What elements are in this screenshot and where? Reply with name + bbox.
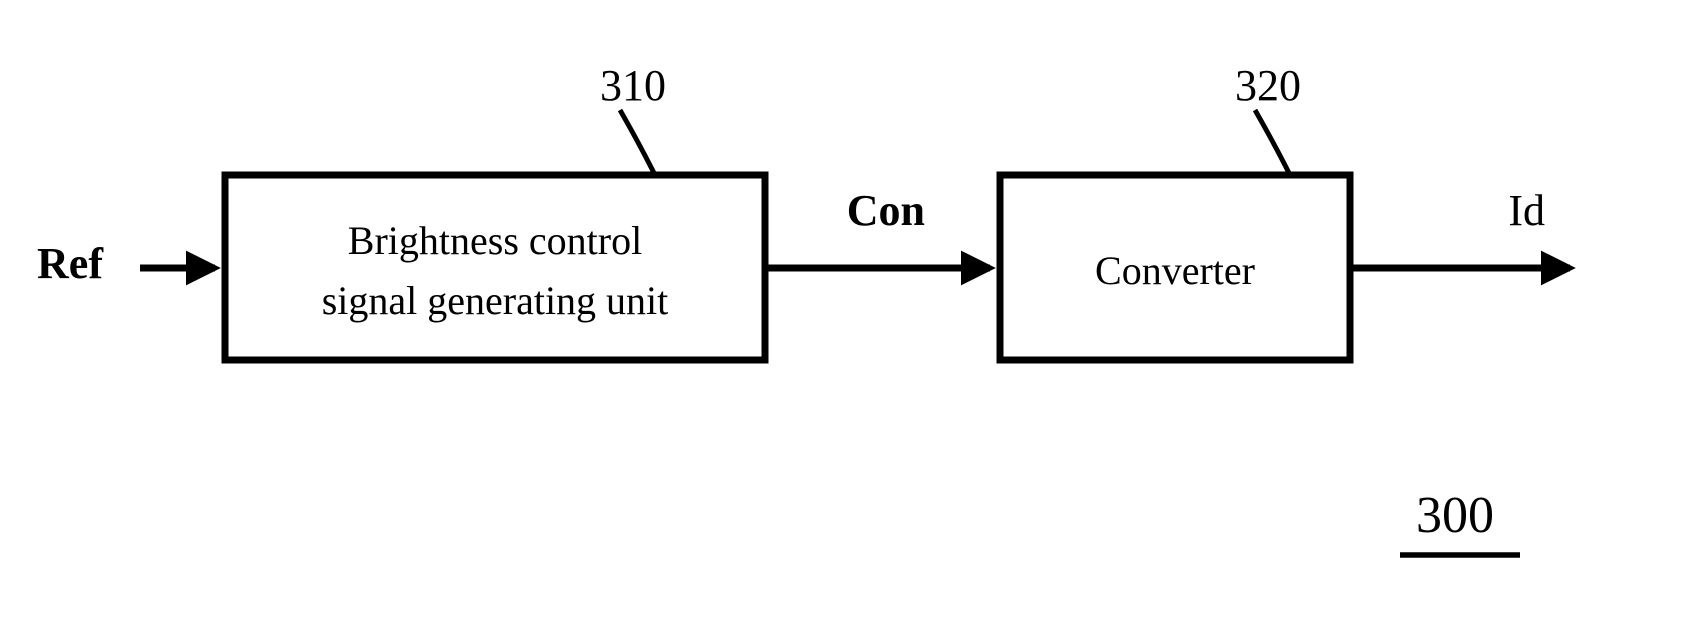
- signal-ref-label: Ref: [37, 239, 104, 288]
- brightness-control-block-box: [225, 175, 765, 360]
- converter-block-label-line1: Converter: [1095, 248, 1255, 293]
- figure-number-label: 300: [1416, 487, 1494, 544]
- converter-block-leader: [1255, 110, 1290, 175]
- brightness-control-block-id-label: 310: [600, 61, 666, 110]
- signal-con-label: Con: [847, 186, 925, 235]
- brightness-control-block-leader: [620, 110, 655, 175]
- signal-id-label: Id: [1508, 186, 1545, 235]
- brightness-control-block-label-line1: Brightness control: [348, 218, 642, 263]
- converter-block-id-label: 320: [1235, 61, 1301, 110]
- brightness-control-block-label-line2: signal generating unit: [322, 278, 669, 323]
